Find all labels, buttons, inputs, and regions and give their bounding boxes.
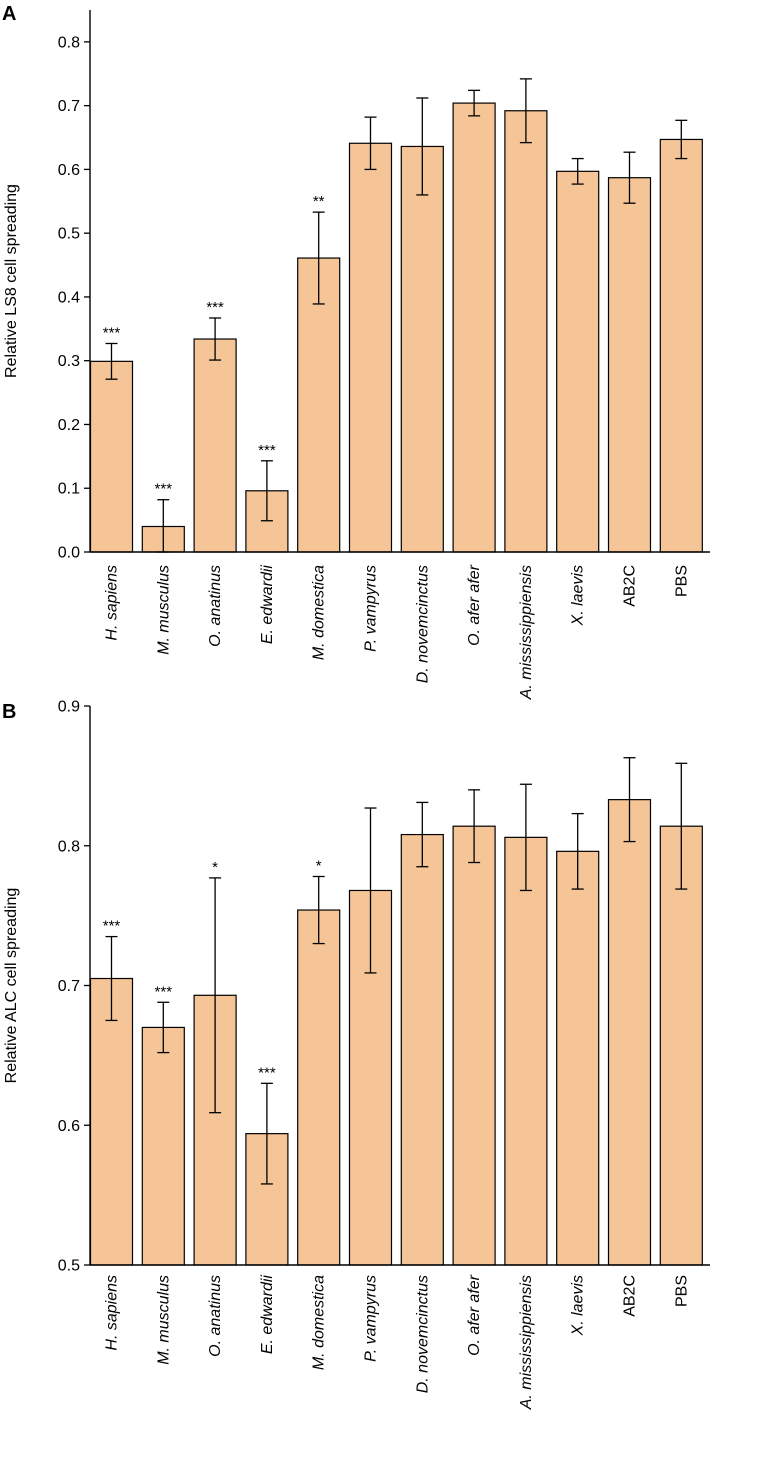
y-tick-label: 0.5 bbox=[58, 1258, 80, 1275]
y-tick-label: 0.7 bbox=[58, 98, 80, 115]
bar bbox=[659, 825, 703, 1266]
y-tick-label: 0.0 bbox=[58, 545, 80, 562]
category-tick-label: H. sapiens bbox=[104, 1275, 121, 1351]
category-tick-label: D. novemcinctus bbox=[414, 565, 431, 683]
significance-label: *** bbox=[155, 983, 173, 1000]
category-tick-label: M. domestica bbox=[311, 565, 328, 660]
category-tick-label: D. novemcinctus bbox=[414, 1275, 431, 1393]
significance-label: *** bbox=[155, 481, 173, 498]
category-tick-label: O. anatinus bbox=[207, 565, 224, 647]
y-tick-label: 0.1 bbox=[58, 481, 80, 498]
y-tick-label: 0.8 bbox=[58, 34, 80, 51]
y-axis-title: Relative LS8 cell spreading bbox=[3, 184, 20, 378]
category-tick-label: X. laevis bbox=[570, 565, 587, 626]
category-tick-label: H. sapiens bbox=[104, 565, 121, 641]
bar bbox=[348, 142, 393, 553]
bar bbox=[504, 836, 548, 1266]
bar bbox=[89, 977, 134, 1266]
y-tick-label: 0.5 bbox=[58, 226, 80, 243]
significance-label: ** bbox=[313, 193, 325, 210]
panel-letter: A bbox=[2, 3, 16, 25]
category-tick-label: O. afer afer bbox=[466, 564, 483, 646]
y-tick-label: 0.2 bbox=[58, 417, 80, 434]
bar bbox=[141, 1026, 185, 1266]
category-tick-label: PBS bbox=[673, 565, 690, 597]
bar bbox=[607, 177, 652, 553]
chart-panel-b: B Relative ALC cell spreading *** H. sapien… bbox=[2, 699, 710, 1410]
significance-label: *** bbox=[258, 1064, 276, 1081]
category-tick-label: PBS bbox=[673, 1275, 690, 1307]
bar bbox=[400, 833, 444, 1266]
category-tick-label: P. vampyrus bbox=[363, 1275, 380, 1362]
category-tick-label: O. anatinus bbox=[207, 1275, 224, 1357]
bar bbox=[297, 909, 341, 1266]
chart-panel-a: A Relative LS8 cell spreading *** H. sapien… bbox=[2, 3, 710, 700]
y-axis-title: Relative ALC cell spreading bbox=[3, 888, 20, 1084]
category-tick-label: AB2C bbox=[622, 1275, 639, 1317]
category-tick-label: M. domestica bbox=[311, 1275, 328, 1370]
category-tick-label: X. laevis bbox=[570, 1275, 587, 1336]
y-tick-label: 0.3 bbox=[58, 353, 80, 370]
bar bbox=[659, 138, 703, 553]
significance-label: *** bbox=[103, 324, 121, 341]
y-tick-label: 0.8 bbox=[58, 838, 80, 855]
category-tick-label: A. mississippiensis bbox=[518, 565, 535, 700]
category-tick-label: A. mississippiensis bbox=[518, 1275, 535, 1410]
bar bbox=[504, 110, 548, 553]
category-tick-label: M. musculus bbox=[155, 1275, 172, 1365]
y-tick-label: 0.4 bbox=[58, 289, 80, 306]
bar bbox=[556, 170, 600, 553]
panel-letter: B bbox=[2, 701, 16, 723]
category-tick-label: E. edwardii bbox=[259, 565, 276, 645]
bar bbox=[556, 850, 600, 1266]
category-tick-label: AB2C bbox=[622, 565, 639, 607]
y-tick-label: 0.9 bbox=[58, 699, 80, 716]
significance-label: *** bbox=[206, 299, 224, 316]
significance-label: *** bbox=[103, 918, 121, 935]
bar bbox=[452, 825, 496, 1266]
significance-label: * bbox=[212, 859, 218, 876]
category-tick-label: O. afer afer bbox=[466, 1274, 483, 1356]
bar bbox=[452, 102, 496, 553]
category-tick-label: P. vampyrus bbox=[363, 565, 380, 652]
category-tick-label: E. edwardii bbox=[259, 1275, 276, 1355]
y-tick-label: 0.7 bbox=[58, 978, 80, 995]
bar bbox=[400, 145, 444, 553]
bar bbox=[193, 338, 237, 553]
bar bbox=[607, 799, 652, 1266]
y-tick-label: 0.6 bbox=[58, 1118, 80, 1135]
y-tick-label: 0.6 bbox=[58, 162, 80, 179]
significance-label: * bbox=[316, 857, 322, 874]
category-tick-label: M. musculus bbox=[155, 565, 172, 655]
significance-label: *** bbox=[258, 442, 276, 459]
bar bbox=[89, 360, 134, 553]
